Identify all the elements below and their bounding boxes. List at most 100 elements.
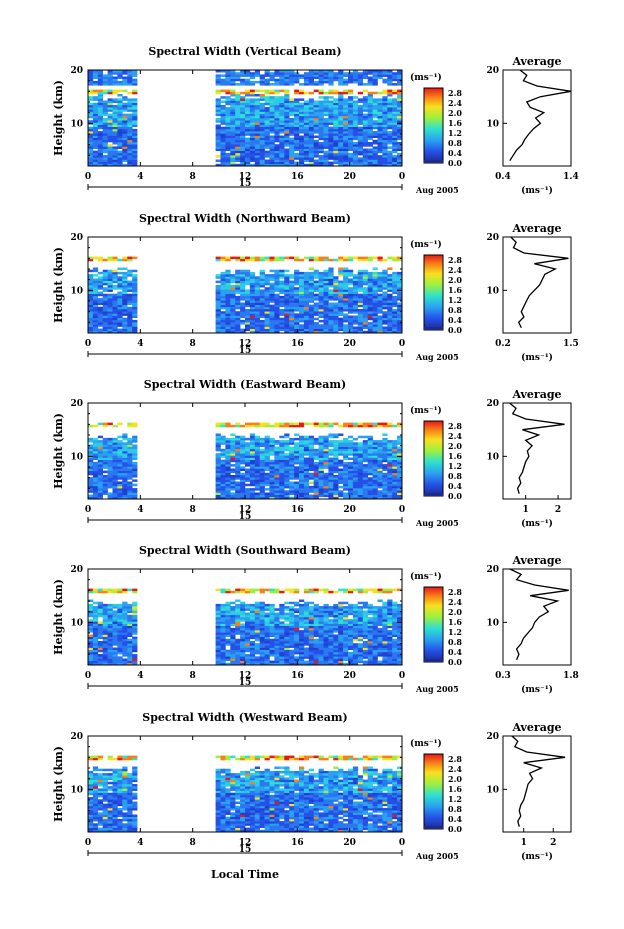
y-tick-label: 10 bbox=[70, 286, 83, 296]
colorbar-unit: (ms⁻¹) bbox=[410, 239, 442, 250]
x-tick-label: 0 bbox=[399, 172, 405, 182]
colorbar-tick-label: 2.8 bbox=[448, 754, 462, 764]
x-tick-label: 0 bbox=[399, 671, 405, 681]
heatmap-cells bbox=[88, 588, 403, 666]
x-tick-label: 20 bbox=[343, 172, 356, 182]
colorbar bbox=[423, 586, 444, 663]
colorbar-tick-label: 2.4 bbox=[448, 764, 462, 774]
avg-title: Average bbox=[511, 55, 561, 68]
chart-title: Spectral Width (Westward Beam) bbox=[142, 711, 347, 724]
avg-frame bbox=[502, 568, 572, 666]
heatmap-cells bbox=[88, 256, 403, 334]
colorbar-tick-label: 1.6 bbox=[448, 784, 462, 794]
month-label: Aug 2005 bbox=[415, 851, 459, 861]
y-tick-label: 20 bbox=[70, 399, 83, 409]
x-tick-label: 16 bbox=[291, 505, 304, 515]
y-tick-label: 20 bbox=[70, 66, 83, 76]
chart-panel-1: Spectral Width (Vertical Beam) 0 4 8 12 16 20 0… bbox=[52, 45, 579, 196]
colorbar-tick-label: 0.0 bbox=[448, 491, 462, 501]
avg-x-tick-label: 0.3 bbox=[495, 671, 511, 681]
avg-profile-line bbox=[509, 402, 565, 494]
y-axis-label: Height (km) bbox=[52, 746, 65, 822]
x-tick-label: 12 bbox=[239, 172, 252, 182]
avg-y-tick-label: 20 bbox=[486, 233, 499, 243]
x-tick-label: 0 bbox=[85, 339, 91, 349]
avg-title: Average bbox=[511, 554, 561, 567]
avg-x-tick-label: 1.8 bbox=[563, 671, 579, 681]
colorbar-unit: (ms⁻¹) bbox=[410, 738, 442, 749]
x-tick-label: 20 bbox=[343, 505, 356, 515]
avg-x-label: (ms⁻¹) bbox=[521, 684, 553, 695]
heatmap-cells bbox=[88, 755, 403, 833]
avg-y-tick-label: 10 bbox=[486, 119, 499, 129]
x-tick-label: 8 bbox=[190, 671, 196, 681]
chart-title: Spectral Width (Northward Beam) bbox=[139, 212, 351, 225]
avg-x-tick-label: 1.5 bbox=[563, 339, 579, 349]
colorbar-tick-label: 1.2 bbox=[448, 461, 462, 471]
colorbar-unit: (ms⁻¹) bbox=[410, 72, 442, 83]
y-tick-label: 20 bbox=[70, 732, 83, 742]
x-tick-label: 20 bbox=[343, 671, 356, 681]
avg-x-tick-label: 2 bbox=[555, 505, 561, 515]
x-tick-label: 8 bbox=[190, 838, 196, 848]
avg-x-tick-label: 1.4 bbox=[563, 172, 579, 182]
x-tick-label: 0 bbox=[85, 505, 91, 515]
month-label: Aug 2005 bbox=[415, 352, 459, 362]
colorbar-tick-label: 1.2 bbox=[448, 794, 462, 804]
colorbar-tick-label: 1.2 bbox=[448, 627, 462, 637]
avg-x-tick-label: 1 bbox=[521, 838, 527, 848]
avg-profile-line bbox=[511, 735, 566, 827]
month-label: Aug 2005 bbox=[415, 185, 459, 195]
avg-y-tick-label: 10 bbox=[486, 286, 499, 296]
avg-y-tick-label: 20 bbox=[486, 565, 499, 575]
bottom-axis-label: Local Time bbox=[211, 868, 279, 881]
colorbar-tick-label: 2.0 bbox=[448, 607, 462, 617]
x-tick-label: 4 bbox=[137, 172, 143, 182]
colorbar-tick-label: 0.4 bbox=[448, 148, 462, 158]
x-tick-label: 0 bbox=[85, 838, 91, 848]
avg-profile-line bbox=[509, 568, 569, 660]
x-tick-label: 4 bbox=[137, 505, 143, 515]
x-tick-label: 0 bbox=[85, 671, 91, 681]
colorbar-tick-label: 2.8 bbox=[448, 587, 462, 597]
colorbar-tick-label: 0.4 bbox=[448, 315, 462, 325]
x-tick-label: 0 bbox=[85, 172, 91, 182]
y-tick-label: 10 bbox=[70, 119, 83, 129]
avg-y-tick-label: 20 bbox=[486, 732, 499, 742]
avg-x-tick-label: 0.2 bbox=[495, 339, 511, 349]
colorbar-tick-label: 2.4 bbox=[448, 98, 462, 108]
x-tick-label: 12 bbox=[239, 505, 252, 515]
chart-title: Spectral Width (Southward Beam) bbox=[139, 544, 351, 557]
y-axis-label: Height (km) bbox=[52, 579, 65, 655]
y-axis-label: Height (km) bbox=[52, 247, 65, 323]
colorbar bbox=[423, 420, 444, 497]
heatmap-cells bbox=[88, 422, 403, 500]
colorbar-tick-label: 0.0 bbox=[448, 824, 462, 834]
colorbar bbox=[423, 753, 444, 830]
colorbar-tick-label: 1.6 bbox=[448, 617, 462, 627]
colorbar-low bbox=[424, 327, 443, 330]
colorbar-tick-label: 2.8 bbox=[448, 88, 462, 98]
colorbar-tick-label: 2.0 bbox=[448, 441, 462, 451]
colorbar-tick-label: 0.0 bbox=[448, 657, 462, 667]
avg-x-tick-label: 1 bbox=[523, 505, 529, 515]
chart-title: Spectral Width (Vertical Beam) bbox=[148, 45, 341, 58]
colorbar-tick-label: 2.4 bbox=[448, 431, 462, 441]
x-tick-label: 8 bbox=[190, 172, 196, 182]
colorbar-tick-label: 0.8 bbox=[448, 804, 462, 814]
y-tick-label: 10 bbox=[70, 785, 83, 795]
chart-panel-2: Spectral Width (Northward Beam) 0 4 8 12 16 20… bbox=[52, 212, 579, 363]
avg-x-label: (ms⁻¹) bbox=[521, 352, 553, 363]
avg-profile-line bbox=[509, 69, 572, 162]
colorbar-tick-label: 1.6 bbox=[448, 451, 462, 461]
x-tick-label: 0 bbox=[399, 339, 405, 349]
x-tick-label: 16 bbox=[291, 838, 304, 848]
colorbar bbox=[423, 254, 444, 331]
colorbar-tick-label: 2.8 bbox=[448, 255, 462, 265]
x-tick-label: 16 bbox=[291, 671, 304, 681]
colorbar-tick-label: 1.6 bbox=[448, 285, 462, 295]
day-label: 15 bbox=[239, 512, 252, 522]
chart-panel-5: Spectral Width (Westward Beam)0 4 8 12 16 20 0… bbox=[52, 711, 572, 862]
colorbar-tick-label: 2.0 bbox=[448, 275, 462, 285]
